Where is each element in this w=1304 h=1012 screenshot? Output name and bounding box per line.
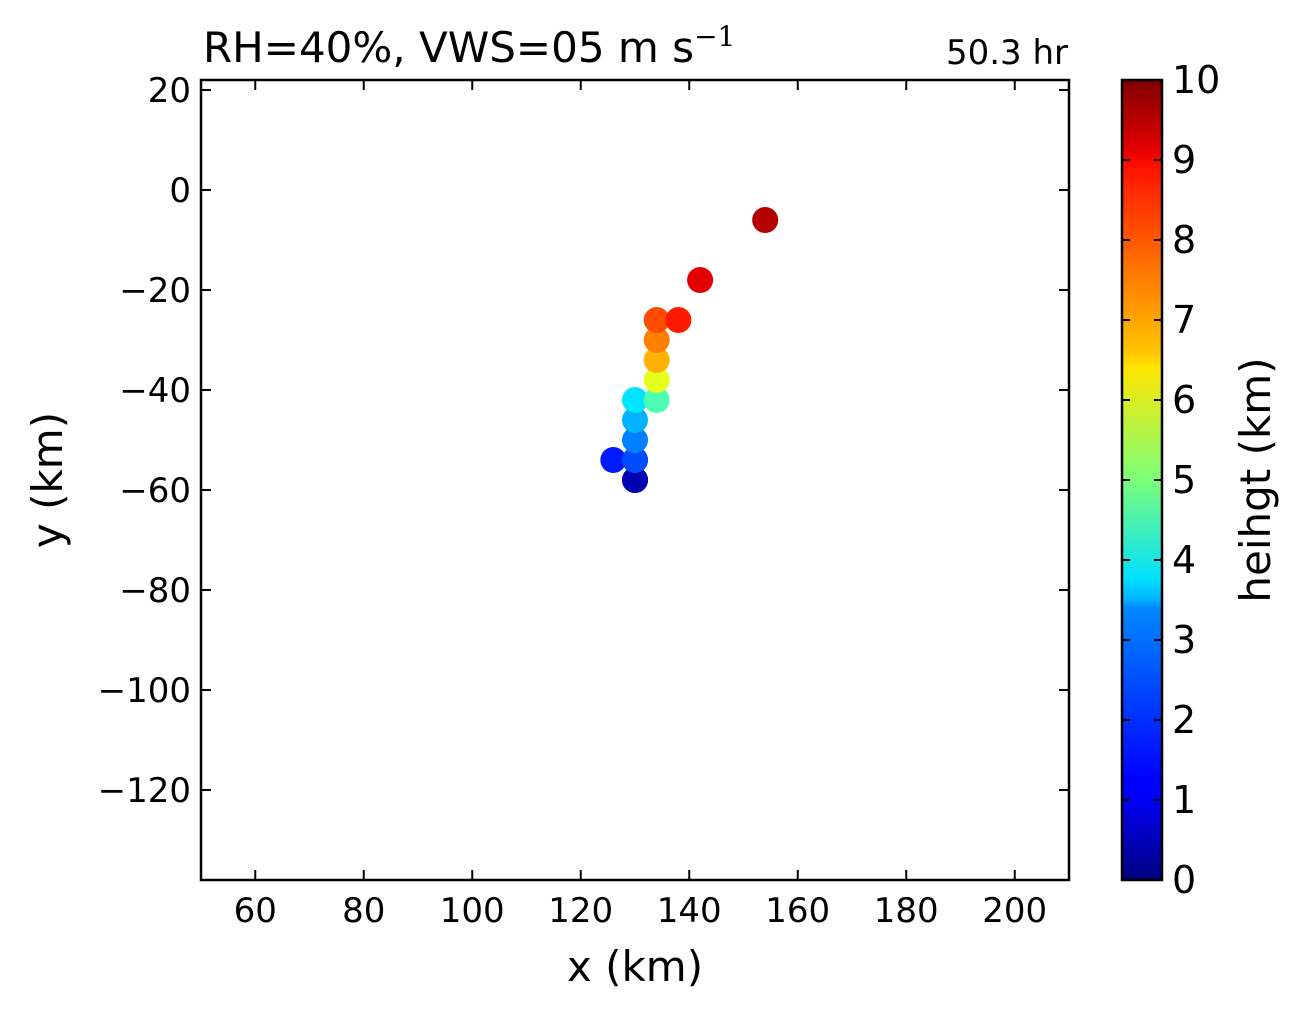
scatter-point: [665, 307, 692, 333]
scatter-point: [622, 387, 648, 413]
colorbar-tick-label: 7: [1172, 298, 1196, 342]
plot-frame: [199, 78, 1071, 882]
colorbar-ticks: 0 1 2 3 4 5 6 7 8 9 10: [1122, 58, 1220, 902]
colorbar-tick-label: 0: [1172, 858, 1196, 902]
colorbar-tick-label: 8: [1172, 218, 1196, 262]
chart-title-main: RH=40%, VWS=05 m s: [203, 23, 694, 72]
scatter-point: [643, 347, 670, 373]
scatter-point: [643, 367, 670, 393]
y-axis-label: y (km): [23, 412, 72, 548]
x-tick-label: 120: [548, 891, 613, 931]
chart-title: RH=40%, VWS=05 m s−1: [203, 20, 735, 72]
y-tick-label: 20: [148, 71, 191, 111]
axis-tick-labels: 60 80 100 120 140 160 180 200200−20−40−60−80−10…: [98, 71, 1048, 931]
x-tick-label: 80: [342, 891, 385, 931]
axis-ticks: [201, 80, 1069, 880]
colorbar-tick-label: 1: [1172, 778, 1196, 822]
colorbar-tick-label: 5: [1172, 458, 1196, 502]
scatter-point: [600, 447, 627, 473]
x-tick-label: 100: [440, 891, 505, 931]
x-tick-label: 200: [982, 891, 1047, 931]
scatter-point: [622, 467, 648, 493]
x-tick-label: 180: [874, 891, 939, 931]
x-tick-label: 140: [657, 891, 722, 931]
scatter-point: [622, 407, 648, 433]
colorbar-tick-label: 2: [1172, 698, 1196, 742]
scatter-point: [687, 267, 714, 293]
scatter-point: [622, 427, 648, 453]
y-tick-label: −80: [119, 571, 191, 611]
colorbar-tick-label: 9: [1172, 138, 1196, 182]
y-tick-label: −120: [98, 771, 191, 811]
y-tick-label: −20: [119, 271, 191, 311]
x-tick-label: 60: [234, 891, 277, 931]
scatter-point: [643, 307, 670, 333]
x-tick-label: 160: [765, 891, 830, 931]
y-tick-label: −60: [119, 471, 191, 511]
colorbar-tick-label: 4: [1172, 538, 1196, 582]
colorbar-tick-label: 6: [1172, 378, 1196, 422]
scatter-points: [600, 207, 779, 493]
colorbar-label: heihgt (km): [1231, 357, 1280, 602]
scatter-point: [643, 387, 670, 413]
colorbar-tick-label: 10: [1172, 58, 1220, 102]
y-tick-label: −40: [119, 371, 191, 411]
colorbar-tick-label: 3: [1172, 618, 1196, 662]
y-tick-label: 0: [169, 171, 191, 211]
scatter-point: [752, 207, 779, 233]
chart-title-exponent: −1: [694, 20, 735, 53]
scatter-point: [622, 447, 648, 473]
time-annotation: 50.3 hr: [946, 33, 1068, 73]
y-tick-label: −100: [98, 671, 191, 711]
x-axis-label: x (km): [567, 942, 703, 991]
scatter-point: [643, 327, 670, 353]
